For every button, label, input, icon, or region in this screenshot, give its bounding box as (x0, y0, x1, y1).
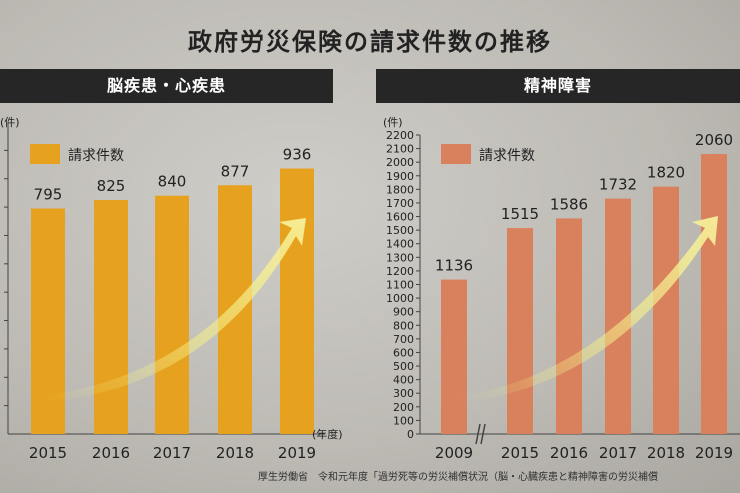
right-y-tick-label: 1700 (386, 197, 414, 210)
left-x-label: (年度) (312, 427, 343, 441)
right-x-tick-label: 2018 (647, 444, 685, 462)
right-y-tick-label: 1800 (386, 183, 414, 196)
right-y-tick-label: 2000 (386, 156, 414, 169)
right-data-label: 2060 (695, 131, 733, 149)
right-axis-break-mark (480, 423, 486, 445)
right-x-tick-label: 2017 (599, 444, 637, 462)
right-data-label: 1820 (647, 164, 685, 182)
right-y-tick-label: 900 (393, 306, 414, 319)
left-chart-title: 脳疾患・心疾患 (0, 69, 333, 103)
right-x-tick-label: 2009 (435, 444, 473, 462)
left-data-label: 840 (158, 173, 187, 191)
right-y-tick-label: 1000 (386, 292, 414, 305)
right-y-tick-label: 1200 (386, 265, 414, 278)
left-data-label: 936 (283, 146, 312, 164)
left-x-tick-label: 2017 (153, 444, 191, 462)
right-legend-label: 請求件数 (479, 148, 535, 164)
right-trend-arrow (462, 216, 718, 402)
page-title: 政府労災保険の請求件数の推移 (188, 28, 552, 56)
right-y-tick-label: 700 (393, 333, 414, 346)
right-x-tick-label: 2019 (695, 444, 733, 462)
right-bar-2016 (556, 218, 582, 434)
right-y-tick-label: 1600 (386, 211, 414, 224)
right-chart-title: 精神障害 (376, 69, 740, 103)
right-y-tick-label: 600 (393, 346, 414, 359)
left-data-label: 877 (221, 162, 250, 180)
right-bar-2009 (441, 279, 467, 434)
left-legend-label: 請求件数 (68, 148, 124, 164)
left-x-tick-label: 2019 (278, 444, 316, 462)
left-data-label: 825 (97, 177, 126, 195)
left-x-tick-label: 2018 (216, 444, 254, 462)
left-legend-swatch (30, 144, 60, 164)
left-bar-2016 (94, 200, 128, 434)
right-y-tick-label: 500 (393, 360, 414, 373)
right-y-tick-label: 0 (407, 428, 414, 441)
right-y-tick-label: 2100 (386, 143, 414, 156)
right-axis-break-mark (475, 423, 481, 445)
left-data-label: 795 (34, 186, 63, 204)
right-bar-2018 (653, 186, 679, 434)
right-y-tick-label: 100 (393, 414, 414, 427)
right-y-tick-label: 1900 (386, 170, 414, 183)
right-data-label: 1515 (501, 205, 539, 223)
right-y-tick-label: 1300 (386, 251, 414, 264)
right-legend-swatch (441, 144, 471, 164)
right-y-label: (件) (383, 116, 403, 129)
right-data-label: 1732 (599, 176, 637, 194)
right-y-tick-label: 1400 (386, 238, 414, 251)
right-data-label: 1586 (550, 195, 588, 213)
left-bar-2017 (155, 195, 189, 434)
right-data-label: 1136 (435, 257, 473, 275)
left-x-tick-label: 2016 (92, 444, 130, 462)
right-y-tick-label: 300 (393, 387, 414, 400)
left-y-label: (件) (0, 116, 20, 129)
right-x-tick-label: 2016 (550, 444, 588, 462)
left-x-tick-label: 2015 (29, 444, 67, 462)
right-x-tick-label: 2015 (501, 444, 539, 462)
right-y-tick-label: 800 (393, 319, 414, 332)
right-bar-2019 (701, 154, 727, 434)
right-y-tick-label: 200 (393, 401, 414, 414)
right-y-tick-label: 1500 (386, 224, 414, 237)
right-y-tick-label: 2200 (386, 129, 414, 142)
footer-source: 厚生労働省 令和元年度「過労死等の労災補償状況（脳・心臓疾患と精神障害の労災補償 (258, 472, 658, 483)
left-bar-2019 (280, 168, 314, 434)
right-bar-2015 (507, 228, 533, 434)
right-y-tick-label: 1100 (386, 279, 414, 292)
right-y-tick-label: 400 (393, 374, 414, 387)
